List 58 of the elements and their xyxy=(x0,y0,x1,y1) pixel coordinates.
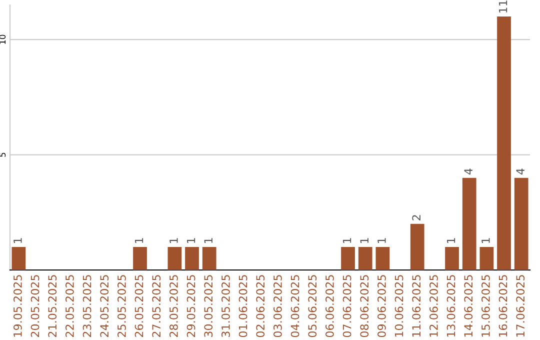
data-label: 1 xyxy=(482,238,490,243)
data-label: 1 xyxy=(134,238,144,243)
data-label: 1 xyxy=(342,238,352,243)
data-label: 1 xyxy=(446,238,456,243)
x-tick-label: 30.05.2025 xyxy=(204,275,213,337)
bar xyxy=(185,246,199,270)
x-tick-label: 21.05.2025 xyxy=(48,275,57,337)
bar xyxy=(497,16,511,270)
x-tick-label: 02.06.2025 xyxy=(256,275,265,338)
data-label: 4 xyxy=(516,168,524,175)
bar xyxy=(12,246,26,270)
x-tick-label: 20.05.2025 xyxy=(30,275,40,337)
x-tick-label: 06.06.2025 xyxy=(325,275,334,338)
data-label: 1 xyxy=(186,238,196,243)
x-tick-label: 15.06.2025 xyxy=(481,275,490,337)
data-label: 1 xyxy=(14,238,22,243)
x-tick-label: 24.05.2025 xyxy=(100,275,109,337)
x-tick-label: 04.06.2025 xyxy=(290,275,300,338)
bar xyxy=(410,224,424,270)
x-tick-label: 03.06.2025 xyxy=(273,275,282,338)
data-label: 1 xyxy=(378,238,386,243)
bar xyxy=(376,246,390,270)
data-label: 11 xyxy=(498,0,508,13)
x-tick-label: 12.06.2025 xyxy=(429,275,438,337)
x-tick-label: 08.06.2025 xyxy=(360,275,369,338)
bar xyxy=(445,246,459,270)
bar xyxy=(358,246,372,270)
x-tick-label: 11.06.2025 xyxy=(412,275,421,337)
x-tick-label: 26.05.2025 xyxy=(134,275,144,337)
x-tick-label: 17.06.2025 xyxy=(516,275,525,337)
bar xyxy=(514,178,528,270)
bar xyxy=(462,178,476,270)
x-tick-label: 13.06.2025 xyxy=(446,275,456,337)
data-label: 1 xyxy=(204,238,212,243)
x-tick-label: 29.05.2025 xyxy=(186,275,196,337)
bar xyxy=(168,246,182,270)
x-tick-label: 31.05.2025 xyxy=(221,275,230,337)
x-tick-label: 28.05.2025 xyxy=(169,275,178,337)
data-label: 1 xyxy=(170,238,178,243)
x-tick-label: 14.06.2025 xyxy=(464,275,473,337)
data-label: 1 xyxy=(360,238,368,243)
x-tick-label: 23.05.2025 xyxy=(82,275,92,337)
x-tick-label: 22.05.2025 xyxy=(65,275,74,337)
x-tick-label: 25.05.2025 xyxy=(117,275,126,337)
x-tick-label: 27.05.2025 xyxy=(152,275,161,337)
x-tick-label: 05.06.2025 xyxy=(308,275,317,338)
bar xyxy=(480,246,494,270)
bar xyxy=(133,246,147,270)
x-tick-label: 10.06.2025 xyxy=(394,275,404,337)
bar xyxy=(341,246,355,270)
x-tick-label: 19.05.2025 xyxy=(13,275,22,337)
x-tick-label: 09.06.2025 xyxy=(377,275,386,338)
bar xyxy=(202,246,216,270)
x-tick-label: 07.06.2025 xyxy=(342,275,352,338)
x-tick-label: 01.06.2025 xyxy=(238,275,248,338)
x-tick-label: 16.06.2025 xyxy=(498,275,508,337)
data-label: 4 xyxy=(464,168,472,175)
data-label: 2 xyxy=(412,215,420,220)
